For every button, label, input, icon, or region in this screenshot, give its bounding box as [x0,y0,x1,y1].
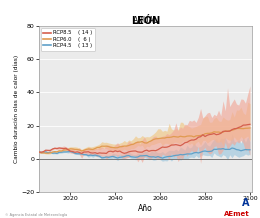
Text: ANUAL: ANUAL [133,15,159,24]
Text: A: A [242,198,250,208]
X-axis label: Año: Año [138,204,153,213]
Title: LEÓN: LEÓN [131,16,160,26]
Legend: RCP8.5    ( 14 ), RCP6.0    (  6 ), RCP4.5    ( 13 ): RCP8.5 ( 14 ), RCP6.0 ( 6 ), RCP4.5 ( 13… [41,28,95,51]
Text: AEmet: AEmet [224,211,250,217]
Text: © Agencia Estatal de Meteorología: © Agencia Estatal de Meteorología [5,213,67,217]
Y-axis label: Cambio duración olas de calor (días): Cambio duración olas de calor (días) [14,55,19,163]
